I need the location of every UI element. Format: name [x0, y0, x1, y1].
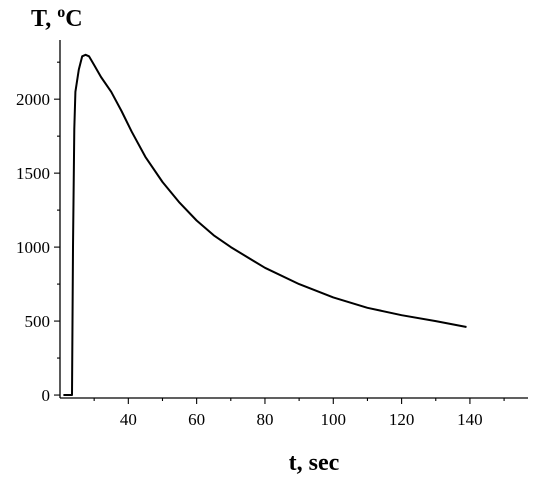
x-ticks: 40 60 80 100 120 140 [93, 398, 505, 429]
temperature-series-line [63, 53, 467, 396]
series-layer [63, 53, 467, 396]
x-tick-label: 80 [256, 410, 273, 429]
x-tick-label: 140 [457, 410, 483, 429]
x-tick-label: 40 [120, 410, 137, 429]
y-tick-label: 1500 [16, 164, 50, 183]
x-tick-label: 60 [188, 410, 205, 429]
y-axis-title-unit: C [65, 6, 82, 32]
y-axis-title-degree: o [57, 4, 65, 21]
y-tick-label: 0 [42, 386, 51, 405]
x-tick-label: 120 [389, 410, 415, 429]
x-tick-label: 100 [321, 410, 347, 429]
y-axis-title: T, oC [31, 4, 83, 32]
y-tick-label: 500 [25, 312, 51, 331]
y-axis-title-base: T, [31, 6, 57, 32]
x-axis-title: t, sec [289, 450, 340, 476]
y-tick-label: 2000 [16, 90, 50, 109]
axes [59, 40, 528, 399]
y-tick-label: 1000 [16, 238, 50, 257]
y-ticks: 0 500 1000 1500 2000 [16, 61, 60, 405]
